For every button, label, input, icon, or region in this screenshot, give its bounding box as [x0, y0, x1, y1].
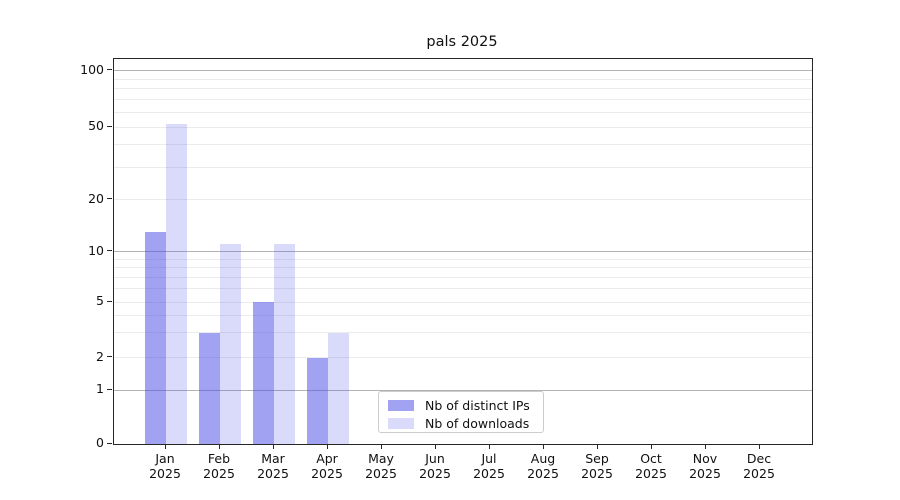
- x-tick-label-may: May 2025: [365, 451, 397, 481]
- bar-downloads-jan: [166, 123, 187, 444]
- chart-title: pals 2025: [426, 34, 498, 50]
- x-tick-mark: [326, 444, 328, 449]
- x-tick-mark: [596, 444, 598, 449]
- y-tick-label: 100: [80, 61, 104, 77]
- bar-distinct-ips-feb: [199, 332, 220, 444]
- legend-item-downloads: Nb of downloads: [388, 415, 543, 431]
- gridline-minor: [114, 301, 812, 303]
- gridline-minor: [114, 144, 812, 146]
- bar-downloads-mar: [274, 244, 295, 444]
- y-tick-mark: [107, 198, 112, 200]
- x-tick-label-oct: Oct 2025: [635, 451, 667, 481]
- x-tick-label-mar: Mar 2025: [257, 451, 289, 481]
- legend-swatch-distinct-ips: [388, 399, 414, 411]
- gridline-minor: [114, 258, 812, 260]
- gridline-minor: [114, 126, 812, 128]
- legend: Nb of distinct IPs Nb of downloads: [378, 391, 544, 433]
- gridline-minor: [114, 288, 812, 290]
- gridline-minor: [114, 267, 812, 269]
- legend-label-distinct-ips: Nb of distinct IPs: [425, 397, 530, 413]
- x-tick-label-apr: Apr 2025: [311, 451, 343, 481]
- bar-distinct-ips-mar: [253, 302, 274, 444]
- gridline-major: [114, 389, 812, 391]
- x-tick-label-aug: Aug 2025: [527, 451, 559, 481]
- legend-item-distinct-ips: Nb of distinct IPs: [388, 397, 543, 413]
- x-tick-mark: [758, 444, 760, 449]
- legend-label-downloads: Nb of downloads: [425, 415, 530, 431]
- gridline-minor: [114, 315, 812, 317]
- plot-area: [113, 58, 813, 445]
- x-tick-mark: [434, 444, 436, 449]
- x-tick-mark: [542, 444, 544, 449]
- y-tick-mark: [107, 300, 112, 302]
- gridline-minor: [114, 111, 812, 113]
- gridline-minor: [114, 166, 812, 168]
- x-tick-label-jan: Jan 2025: [149, 451, 181, 481]
- gridline-minor: [114, 78, 812, 80]
- x-tick-mark: [272, 444, 274, 449]
- y-tick-label: 1: [96, 381, 104, 396]
- y-tick-label: 5: [96, 293, 104, 308]
- y-tick-label: 0: [96, 435, 104, 450]
- gridline-minor: [114, 88, 812, 90]
- gridline-minor: [114, 99, 812, 101]
- y-tick-label: 20: [88, 190, 104, 206]
- y-tick-label: 50: [88, 118, 104, 133]
- x-tick-mark: [218, 444, 220, 449]
- y-tick-label: 10: [88, 242, 104, 258]
- gridline-minor: [114, 276, 812, 278]
- x-tick-label-jun: Jun 2025: [419, 451, 451, 481]
- bar-downloads-feb: [220, 244, 241, 444]
- bar-distinct-ips-jan: [145, 231, 166, 444]
- y-tick-label: 2: [96, 348, 104, 364]
- x-tick-label-nov: Nov 2025: [689, 451, 721, 481]
- x-tick-mark: [488, 444, 490, 449]
- x-tick-label-dec: Dec 2025: [743, 451, 775, 481]
- y-tick-mark: [107, 69, 112, 71]
- bar-downloads-apr: [328, 332, 349, 444]
- gridline-minor: [114, 357, 812, 358]
- gridline-minor: [114, 199, 812, 200]
- x-tick-label-jul: Jul 2025: [473, 451, 505, 481]
- gridline-major: [114, 251, 812, 252]
- x-tick-label-sep: Sep 2025: [581, 451, 613, 481]
- y-tick-mark: [107, 356, 112, 358]
- x-tick-mark: [650, 444, 652, 449]
- y-tick-mark: [107, 250, 112, 252]
- x-tick-mark: [164, 444, 166, 449]
- gridline-minor: [114, 332, 812, 334]
- y-tick-mark: [107, 125, 112, 127]
- gridline-major: [114, 70, 812, 71]
- x-tick-mark: [704, 444, 706, 449]
- y-tick-mark: [107, 388, 112, 390]
- legend-swatch-downloads: [388, 417, 414, 429]
- bar-distinct-ips-apr: [307, 357, 328, 444]
- x-tick-label-feb: Feb 2025: [203, 451, 235, 481]
- x-tick-mark: [380, 444, 382, 449]
- y-tick-mark: [107, 442, 112, 444]
